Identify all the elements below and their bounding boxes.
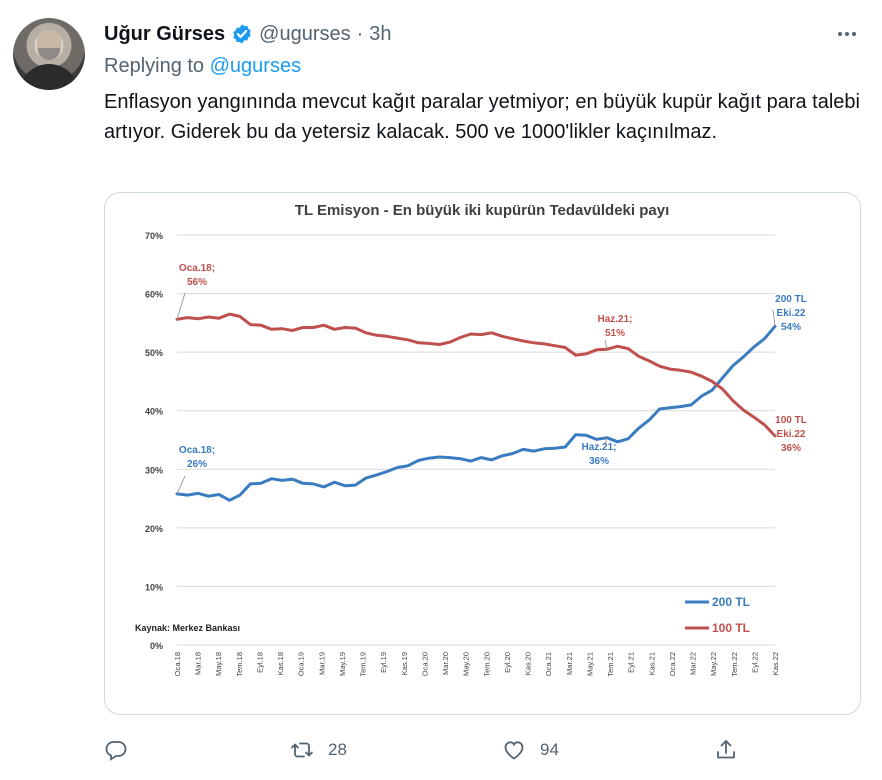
y-tick-label: 50% xyxy=(145,348,163,358)
x-tick-label: Eyl.18 xyxy=(255,652,264,673)
x-tick-label: Oca.18 xyxy=(173,652,182,676)
x-tick-label: Tem.19 xyxy=(359,652,368,677)
x-tick-label: Eyl.20 xyxy=(503,652,512,673)
reply-icon xyxy=(105,741,127,761)
author-name[interactable]: Uğur Gürses xyxy=(104,22,226,45)
legend-label: 200 TL xyxy=(712,595,750,609)
tweet-text: Enflasyon yangınında mevcut kağıt parala… xyxy=(104,91,860,143)
tweet-actions: 28 94 xyxy=(104,735,859,765)
reply-button[interactable] xyxy=(104,735,128,765)
tweet-timestamp[interactable]: 3h xyxy=(369,22,392,45)
y-tick-label: 40% xyxy=(145,407,163,417)
annotation-label: 36% xyxy=(589,456,609,467)
series-line-100-tl xyxy=(175,312,777,438)
x-tick-label: Kas.22 xyxy=(771,652,780,675)
y-tick-label: 10% xyxy=(145,582,163,592)
x-tick-label: May.18 xyxy=(214,652,223,676)
annotation-leader xyxy=(604,437,608,445)
x-tick-label: Mar.21 xyxy=(565,652,574,675)
y-tick-label: 60% xyxy=(145,290,163,300)
x-tick-label: Tem.22 xyxy=(730,652,739,677)
x-tick-label: Kas.19 xyxy=(400,652,409,675)
x-tick-label: Mar.20 xyxy=(441,652,450,675)
annotation-leader xyxy=(176,475,186,495)
like-button[interactable]: 94 xyxy=(502,735,559,765)
y-tick-label: 0% xyxy=(150,641,163,651)
x-tick-label: Eyl.22 xyxy=(750,652,759,673)
annotation-label: 26% xyxy=(187,459,207,470)
annotation-label: 54% xyxy=(781,322,801,333)
replying-to: Replying to @ugurses xyxy=(104,55,301,78)
y-tick-label: 20% xyxy=(145,524,163,534)
like-icon xyxy=(504,741,524,760)
x-tick-label: Oca.19 xyxy=(297,652,306,676)
y-tick-label: 30% xyxy=(145,465,163,475)
x-tick-label: Kas.20 xyxy=(524,652,533,675)
x-tick-label: Mar.22 xyxy=(689,652,698,675)
x-tick-label: Kas.18 xyxy=(276,652,285,675)
x-tick-label: Oca.21 xyxy=(544,652,553,676)
tweet-media-chart[interactable]: TL Emisyon - En büyük iki kupürün Tedavü… xyxy=(104,192,861,715)
x-tick-label: Eyl.19 xyxy=(379,652,388,673)
retweet-count: 28 xyxy=(328,740,347,759)
avatar-body xyxy=(19,64,79,90)
annotation-leader xyxy=(176,292,186,320)
annotation-label: Haz.21; xyxy=(597,314,632,325)
x-tick-label: Kas.21 xyxy=(647,652,656,675)
annotation-label: 51% xyxy=(605,328,625,339)
x-tick-label: Mar.18 xyxy=(194,652,203,675)
x-tick-label: Tem.21 xyxy=(606,652,615,677)
x-tick-label: May.22 xyxy=(709,652,718,676)
share-button[interactable] xyxy=(714,735,738,765)
like-count: 94 xyxy=(540,740,559,759)
tweet-header: Uğur Gürses @ugurses · 3h xyxy=(104,19,392,49)
x-tick-label: Tem.18 xyxy=(235,652,244,677)
chart-source: Kaynak: Merkez Bankası xyxy=(135,623,240,633)
avatar[interactable] xyxy=(13,18,85,90)
annotation-label: Eki.22 xyxy=(777,429,806,440)
retweet-button[interactable]: 28 xyxy=(290,735,347,765)
more-options-icon[interactable] xyxy=(832,22,862,46)
annotation-label: Eki.22 xyxy=(777,308,806,319)
annotation-label: Haz.21; xyxy=(581,442,616,453)
x-tick-label: Tem.20 xyxy=(482,652,491,677)
chart-svg: TL Emisyon - En büyük iki kupürün Tedavü… xyxy=(135,202,807,677)
annotation-label: Oca.18; xyxy=(179,263,215,274)
legend-label: 100 TL xyxy=(712,621,750,635)
annotation-leader xyxy=(604,339,608,350)
annotation-label: Oca.18; xyxy=(179,445,215,456)
x-tick-label: Eyl.21 xyxy=(627,652,636,673)
y-tick-label: 70% xyxy=(145,231,163,241)
x-tick-label: Oca.20 xyxy=(420,652,429,676)
share-icon xyxy=(717,740,735,759)
annotation-leader xyxy=(772,309,776,327)
x-tick-label: May.20 xyxy=(462,652,471,676)
annotation-label: 56% xyxy=(187,277,207,288)
replying-prefix: Replying to xyxy=(104,55,205,77)
replying-mention-link[interactable]: @ugurses xyxy=(209,55,302,77)
annotation-leader xyxy=(772,432,776,437)
chart-title: TL Emisyon - En büyük iki kupürün Tedavü… xyxy=(295,202,670,219)
x-tick-label: Mar.19 xyxy=(317,652,326,675)
avatar-beard xyxy=(38,48,60,60)
retweet-icon xyxy=(291,742,313,758)
author-handle[interactable]: @ugurses xyxy=(259,22,351,45)
header-separator: · xyxy=(356,22,364,45)
series-line-200-tl xyxy=(175,324,777,502)
annotation-label: 200 TL xyxy=(775,294,807,305)
x-tick-label: Oca.22 xyxy=(668,652,677,676)
annotation-label: 36% xyxy=(781,443,801,454)
annotation-label: 100 TL xyxy=(775,415,807,426)
x-tick-label: May.19 xyxy=(338,652,347,676)
x-tick-label: May.21 xyxy=(585,652,594,676)
verified-badge-icon xyxy=(233,24,251,44)
